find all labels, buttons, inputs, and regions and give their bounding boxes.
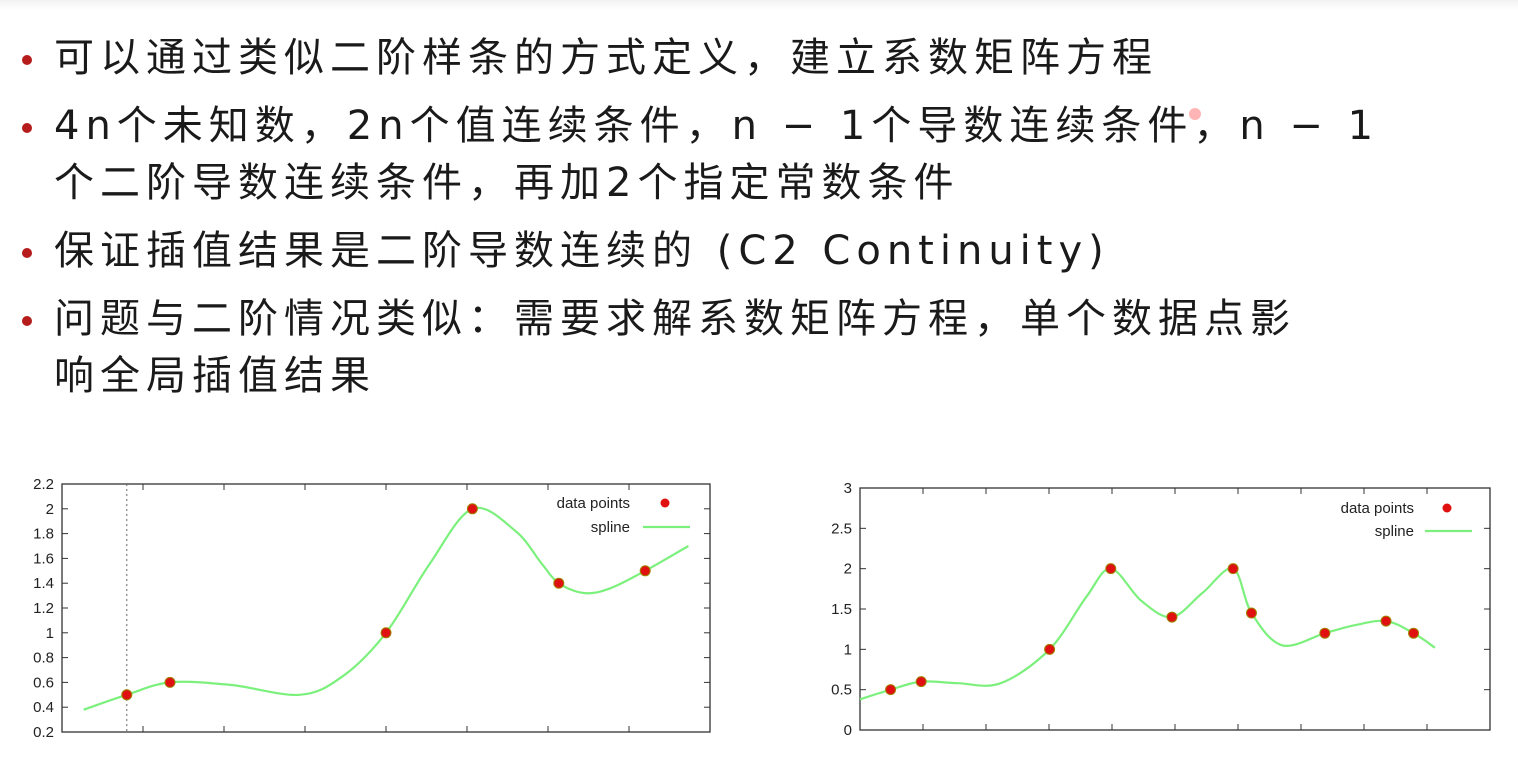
bullet-text: 问题与二阶情况类似：需要求解系数矩阵方程，单个数据点影 — [54, 296, 1296, 342]
data-point — [121, 689, 133, 701]
y-tick-label: 0.2 — [33, 724, 54, 741]
bullet-dot-icon — [22, 55, 32, 65]
y-tick-label: 1.8 — [33, 526, 54, 543]
bullet-dot-icon — [22, 248, 32, 258]
y-tick-label: 2.2 — [33, 476, 54, 493]
data-point — [1245, 607, 1257, 619]
data-point — [885, 684, 897, 696]
bullet-text-continued: 个二阶导数连续条件，再加2个指定常数条件 — [54, 160, 960, 206]
bullet-text-continued: 响全局插值结果 — [54, 353, 376, 399]
bullet-dot-icon — [22, 123, 32, 133]
spline-series-line — [859, 567, 1436, 701]
y-tick-label: 0.5 — [831, 682, 852, 699]
bullet-list: 可以通过类似二阶样条的方式定义，建立系数矩阵方程 4n个未知数，2n个值连续条件… — [18, 30, 1488, 416]
data-point — [1380, 615, 1392, 627]
y-tick-label: 2.5 — [831, 520, 852, 537]
y-tick-label: 0.6 — [33, 674, 54, 691]
bullet-text: 可以通过类似二阶样条的方式定义，建立系数矩阵方程 — [54, 35, 1158, 81]
spline-series-line — [83, 506, 689, 711]
data-point — [380, 627, 392, 639]
bullet-text: 4n个未知数，2n个值连续条件，n − 1个导数连续条件，n − 1 — [54, 103, 1380, 149]
chart-left-svg: 0.2 0.4 0.6 0.8 1 1.2 1.4 1.6 1.8 2 2.2 data points… — [33, 476, 711, 741]
data-point — [1319, 627, 1331, 639]
data-point — [466, 503, 478, 515]
y-tick-label: 0 — [844, 722, 852, 739]
chart-right-svg: 0 0.5 1 1.5 2 2.5 3 data points spline — [831, 480, 1491, 739]
y-tick-label: 1.5 — [831, 601, 852, 618]
data-point — [915, 676, 927, 688]
y-tick-label: 1 — [46, 625, 54, 642]
legend-label-spline: spline — [1375, 523, 1414, 540]
data-point — [1105, 563, 1117, 575]
legend-label-spline: spline — [591, 519, 630, 536]
data-point — [1166, 611, 1178, 623]
bullet-dot-icon — [22, 316, 32, 326]
y-tick-label: 3 — [844, 480, 852, 497]
legend-marker-points — [660, 498, 670, 508]
bullet-item: 保证插值结果是二阶导数连续的 (C2 Continuity) — [18, 223, 1488, 280]
window-top-strip — [0, 0, 1518, 10]
bullet-text: 保证插值结果是二阶导数连续的 (C2 Continuity) — [54, 228, 1110, 274]
bullet-item: 可以通过类似二阶样条的方式定义，建立系数矩阵方程 — [18, 30, 1488, 87]
y-tick-label: 1.6 — [33, 550, 54, 567]
legend-label-data-points: data points — [1341, 500, 1414, 517]
data-point — [1227, 563, 1239, 575]
legend-marker-points — [1442, 503, 1452, 513]
y-tick-label: 0.8 — [33, 650, 54, 667]
data-point — [1044, 643, 1056, 655]
bullet-item: 问题与二阶情况类似：需要求解系数矩阵方程，单个数据点影 响全局插值结果 — [18, 291, 1488, 405]
y-tick-label: 1.2 — [33, 600, 54, 617]
spline-chart-right: 0 0.5 1 1.5 2 2.5 3 data points spline — [800, 470, 1510, 755]
legend-label-data-points: data points — [557, 495, 630, 512]
y-tick-label: 2 — [844, 561, 852, 578]
data-point — [164, 676, 176, 688]
bullet-item: 4n个未知数，2n个值连续条件，n − 1个导数连续条件，n − 1 个二阶导数… — [18, 98, 1488, 212]
y-tick-label: 0.4 — [33, 699, 54, 716]
spline-chart-left: 0.2 0.4 0.6 0.8 1 1.2 1.4 1.6 1.8 2 2.2 data points… — [0, 470, 730, 755]
data-point — [1408, 627, 1420, 639]
y-tick-label: 2 — [46, 501, 54, 518]
data-point — [553, 577, 565, 589]
y-tick-label: 1 — [844, 641, 852, 658]
pointer-indicator-icon — [1189, 108, 1201, 120]
data-point — [639, 565, 651, 577]
y-tick-label: 1.4 — [33, 575, 54, 592]
